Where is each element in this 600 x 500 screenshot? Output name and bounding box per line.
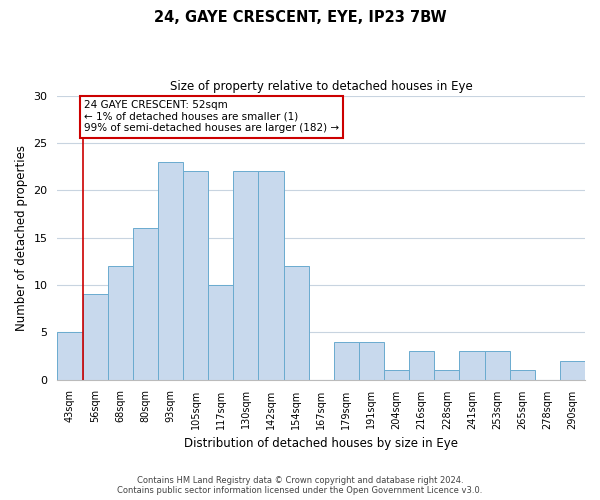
Bar <box>409 351 434 380</box>
X-axis label: Distribution of detached houses by size in Eye: Distribution of detached houses by size … <box>184 437 458 450</box>
Bar <box>233 172 259 380</box>
Bar <box>208 285 233 380</box>
Text: Contains HM Land Registry data © Crown copyright and database right 2024.
Contai: Contains HM Land Registry data © Crown c… <box>118 476 482 495</box>
Bar <box>460 351 485 380</box>
Bar <box>560 360 585 380</box>
Bar <box>384 370 409 380</box>
Y-axis label: Number of detached properties: Number of detached properties <box>15 144 28 330</box>
Bar <box>259 172 284 380</box>
Bar <box>359 342 384 380</box>
Bar <box>509 370 535 380</box>
Bar <box>334 342 359 380</box>
Bar <box>133 228 158 380</box>
Text: 24, GAYE CRESCENT, EYE, IP23 7BW: 24, GAYE CRESCENT, EYE, IP23 7BW <box>154 10 446 25</box>
Bar <box>434 370 460 380</box>
Bar <box>183 172 208 380</box>
Title: Size of property relative to detached houses in Eye: Size of property relative to detached ho… <box>170 80 473 93</box>
Bar <box>158 162 183 380</box>
Bar <box>58 332 83 380</box>
Bar <box>485 351 509 380</box>
Bar <box>284 266 308 380</box>
Bar <box>107 266 133 380</box>
Text: 24 GAYE CRESCENT: 52sqm
← 1% of detached houses are smaller (1)
99% of semi-deta: 24 GAYE CRESCENT: 52sqm ← 1% of detached… <box>84 100 339 134</box>
Bar <box>83 294 107 380</box>
